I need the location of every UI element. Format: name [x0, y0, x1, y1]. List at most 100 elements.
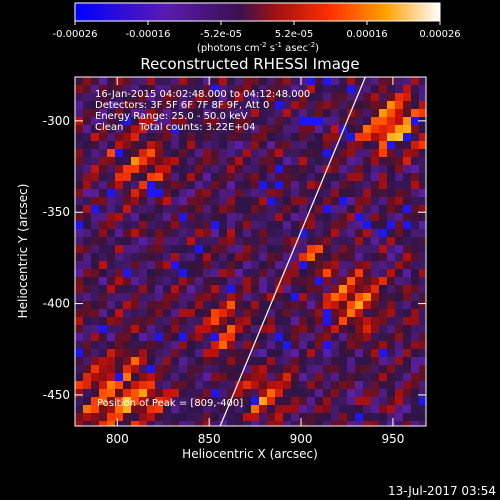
heatmap-cell — [275, 245, 283, 253]
heatmap-cell — [283, 381, 291, 389]
heatmap-cell — [219, 245, 227, 253]
heatmap-cell — [363, 357, 371, 365]
heatmap-cell — [379, 341, 387, 349]
heatmap-cell — [395, 373, 403, 381]
heatmap-cell — [115, 125, 123, 133]
heatmap-cell — [75, 77, 83, 85]
heatmap-cell — [395, 333, 403, 341]
heatmap-cell — [163, 213, 171, 221]
heatmap-cell — [211, 189, 219, 197]
plot-area: 800 850 900 950-300-350-400-450 — [43, 76, 427, 446]
heatmap-cell — [171, 389, 179, 397]
heatmap-cell — [299, 205, 307, 213]
heatmap-cell — [123, 365, 131, 373]
heatmap-cell — [83, 333, 91, 341]
heatmap-cell — [75, 205, 83, 213]
heatmap-cell — [275, 77, 283, 85]
heatmap-cell — [171, 109, 179, 117]
heatmap-cell — [155, 389, 163, 397]
heatmap-cell — [139, 365, 147, 373]
heatmap-cell — [331, 397, 339, 405]
heatmap-cell — [115, 117, 123, 125]
heatmap-cell — [371, 381, 379, 389]
heatmap-cell — [355, 221, 363, 229]
heatmap-cell — [323, 277, 331, 285]
heatmap-cell — [99, 221, 107, 229]
heatmap-cell — [387, 117, 395, 125]
heatmap-cell — [107, 133, 115, 141]
heatmap-cell — [235, 237, 243, 245]
heatmap-cell — [347, 357, 355, 365]
heatmap-cell — [251, 101, 259, 109]
heatmap-cell — [107, 373, 115, 381]
heatmap-cell — [179, 269, 187, 277]
heatmap-cell — [227, 365, 235, 373]
heatmap-cell — [75, 213, 83, 221]
heatmap-cell — [75, 221, 83, 229]
heatmap-cell — [419, 237, 426, 245]
heatmap-cell — [251, 421, 259, 426]
heatmap-cell — [347, 293, 355, 301]
heatmap-cell — [403, 93, 411, 101]
heatmap-cell — [163, 149, 171, 157]
heatmap-cell — [155, 293, 163, 301]
heatmap-cell — [195, 197, 203, 205]
heatmap-cell — [139, 165, 147, 173]
heatmap-cell — [387, 229, 395, 237]
heatmap-cell — [411, 237, 419, 245]
heatmap-cell — [387, 149, 395, 157]
heatmap-cell — [299, 261, 307, 269]
heatmap-cell — [203, 413, 211, 421]
heatmap-cell — [331, 149, 339, 157]
heatmap-cell — [259, 277, 267, 285]
heatmap-cell — [331, 261, 339, 269]
heatmap-cell — [115, 181, 123, 189]
heatmap-cell — [371, 405, 379, 413]
heatmap-cell — [379, 149, 387, 157]
heatmap-cell — [395, 317, 403, 325]
heatmap-cell — [235, 189, 243, 197]
heatmap-cell — [83, 373, 91, 381]
heatmap-cell — [203, 309, 211, 317]
heatmap-cell — [235, 205, 243, 213]
heatmap-cell — [259, 317, 267, 325]
heatmap-cell — [203, 109, 211, 117]
heatmap-cell — [251, 349, 259, 357]
heatmap-cell — [75, 349, 83, 357]
heatmap-cell — [227, 85, 235, 93]
heatmap-cell — [283, 269, 291, 277]
heatmap-cell — [99, 77, 107, 85]
heatmap-cell — [131, 173, 139, 181]
heatmap-cell — [139, 277, 147, 285]
heatmap-cell — [315, 157, 323, 165]
heatmap-cell — [307, 125, 315, 133]
heatmap-cell — [347, 173, 355, 181]
heatmap-cell — [395, 285, 403, 293]
heatmap-cell — [315, 277, 323, 285]
heatmap-cell — [155, 397, 163, 405]
heatmap-cell — [99, 157, 107, 165]
heatmap-cell — [419, 317, 426, 325]
heatmap-cell — [243, 413, 251, 421]
heatmap-cell — [187, 373, 195, 381]
heatmap-cell — [251, 213, 259, 221]
heatmap-cell — [307, 101, 315, 109]
heatmap-cell — [387, 397, 395, 405]
heatmap-cell — [75, 341, 83, 349]
heatmap-cell — [347, 117, 355, 125]
heatmap-cell — [259, 85, 267, 93]
heatmap-cell — [211, 253, 219, 261]
heatmap-cell — [323, 213, 331, 221]
heatmap-cell — [363, 133, 371, 141]
heatmap-cell — [307, 85, 315, 93]
heatmap-cell — [331, 157, 339, 165]
heatmap-cell — [171, 381, 179, 389]
heatmap-cell — [203, 293, 211, 301]
heatmap-cell — [355, 237, 363, 245]
heatmap-cell — [403, 125, 411, 133]
heatmap-cell — [163, 349, 171, 357]
heatmap-cell — [171, 213, 179, 221]
heatmap-cell — [155, 125, 163, 133]
heatmap-cell — [115, 253, 123, 261]
heatmap-cell — [155, 93, 163, 101]
